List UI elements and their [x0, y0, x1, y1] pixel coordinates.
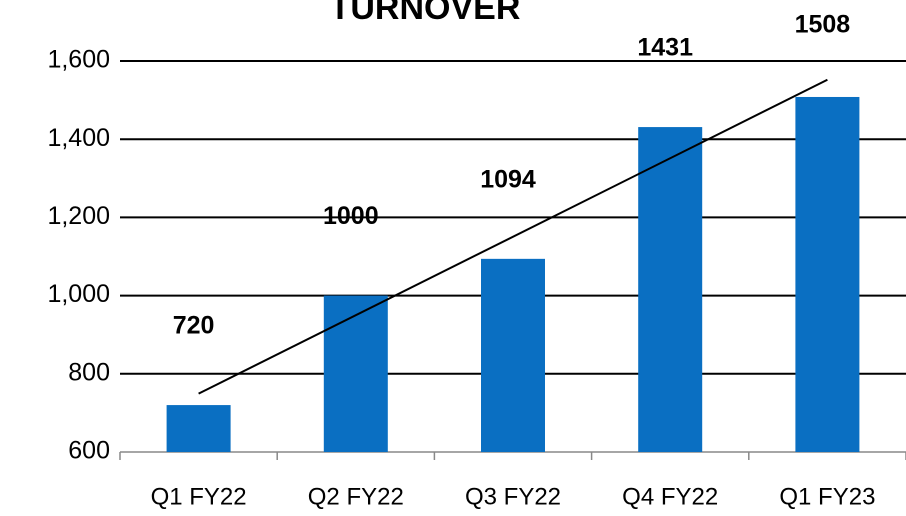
y-tick-label: 1,000	[47, 280, 110, 308]
bar	[166, 405, 231, 452]
x-tick-label: Q1 FY23	[779, 483, 875, 510]
x-tick-label: Q4 FY22	[622, 483, 718, 510]
data-label: 720	[173, 312, 215, 340]
y-tick-label: 1,200	[47, 202, 110, 230]
data-label: 1431	[637, 34, 693, 62]
x-tick-label: Q2 FY22	[308, 483, 404, 510]
x-tick-label: Q3 FY22	[465, 483, 561, 510]
trendline	[198, 78, 828, 395]
y-tick-label: 1,600	[47, 46, 110, 74]
y-tick-label: 800	[68, 358, 110, 386]
bar	[481, 258, 545, 452]
y-tick-label: 1,400	[47, 124, 110, 152]
y-tick-label: 600	[68, 437, 110, 465]
x-tick-label: Q1 FY22	[151, 483, 247, 510]
bar	[323, 295, 388, 452]
chart-title: TURNOVER	[330, 0, 521, 27]
data-label: 1508	[795, 11, 851, 39]
bar	[638, 127, 703, 452]
data-label: 1000	[323, 202, 379, 230]
data-label: 1094	[480, 165, 536, 193]
bar	[795, 96, 860, 453]
